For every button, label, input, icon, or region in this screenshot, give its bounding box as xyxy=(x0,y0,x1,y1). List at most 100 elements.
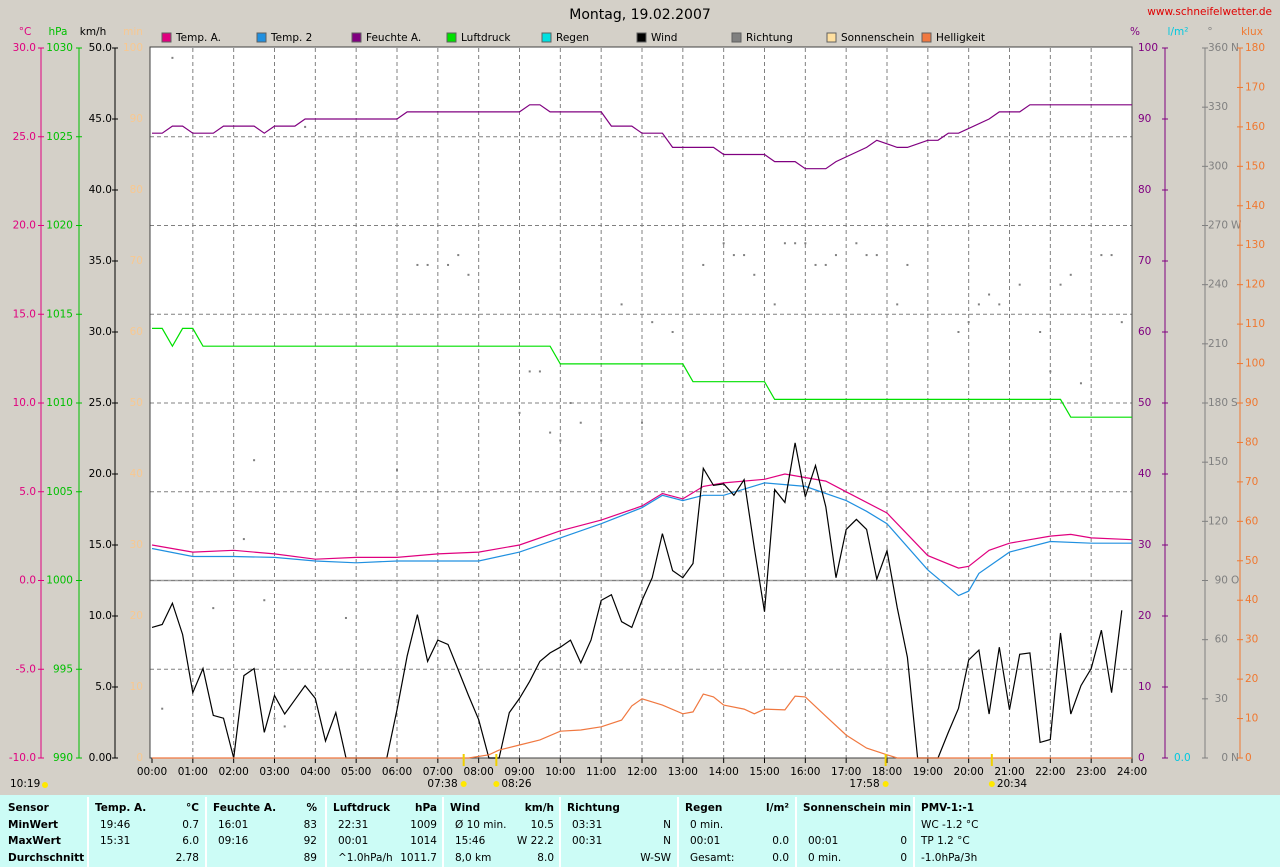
point xyxy=(977,303,980,306)
annotation-label: 20:34 xyxy=(997,778,1028,790)
compass-label: N xyxy=(1231,752,1239,764)
column-header: Feuchte A. xyxy=(213,802,276,814)
cell-text: 19:46 xyxy=(100,819,131,831)
sun-icon xyxy=(988,781,995,787)
x-tick-label: 07:00 xyxy=(423,766,453,778)
column-unit: l/m² xyxy=(766,802,789,814)
y-tick-label: 140 xyxy=(1245,200,1265,212)
y-tick-label: 170 xyxy=(1245,81,1265,93)
y-tick-label: 240 xyxy=(1208,279,1228,291)
x-tick-label: 04:00 xyxy=(300,766,330,778)
cell-value: W-SW xyxy=(640,852,671,864)
x-tick-label: 16:00 xyxy=(790,766,820,778)
y-tick-label: 90 xyxy=(1138,113,1151,125)
chart-title: Montag, 19.02.2007 xyxy=(569,7,711,23)
point xyxy=(528,370,531,373)
point xyxy=(283,725,286,728)
point xyxy=(171,56,174,59)
point xyxy=(1110,254,1113,257)
x-tick-label: 03:00 xyxy=(259,766,289,778)
x-tick-label: 22:00 xyxy=(1035,766,1065,778)
y-tick-label: 5.0 xyxy=(19,486,36,498)
point xyxy=(814,263,817,266)
y-tick-label: 0.0 xyxy=(19,575,36,587)
row-label: MinWert xyxy=(8,819,58,831)
x-tick-label: 18:00 xyxy=(872,766,902,778)
sun-icon xyxy=(460,781,467,787)
legend-label: Richtung xyxy=(746,32,793,44)
point xyxy=(732,254,735,257)
y-tick-label: 20.0 xyxy=(89,468,112,480)
cell-value: 1011.7 xyxy=(400,852,437,864)
row-label: Sensor xyxy=(8,802,50,814)
cell-text: 00:01 xyxy=(338,835,368,847)
y-tick-label: 50 xyxy=(1138,397,1151,409)
axis-title: hPa xyxy=(49,26,68,38)
cell-text: -1.0hPa/3h xyxy=(921,852,977,864)
x-tick-label: 21:00 xyxy=(994,766,1024,778)
point xyxy=(620,303,623,306)
y-tick-label: 100 xyxy=(123,42,143,54)
point xyxy=(671,331,674,333)
point xyxy=(579,421,582,424)
point xyxy=(702,263,705,266)
cell-value: 92 xyxy=(304,835,317,847)
point xyxy=(1039,331,1042,333)
y-tick-label: 5.0 xyxy=(95,681,112,693)
y-tick-label: 1025 xyxy=(46,131,73,143)
y-tick-label: 990 xyxy=(53,752,73,764)
x-tick-label: 11:00 xyxy=(586,766,616,778)
y-tick-label: 80 xyxy=(1245,436,1258,448)
point xyxy=(1049,370,1052,373)
y-tick-label: 30.0 xyxy=(89,326,112,338)
y-tick-label: 0 xyxy=(1221,752,1228,764)
y-tick-label: 1010 xyxy=(46,397,73,409)
series-line xyxy=(152,104,1132,170)
cell-text: 00:31 xyxy=(572,835,602,847)
y-tick-label: 0 xyxy=(1138,752,1145,764)
point xyxy=(273,717,276,720)
point xyxy=(743,254,746,257)
axis-title: °C xyxy=(19,26,32,38)
point xyxy=(161,707,164,710)
y-tick-label: 1000 xyxy=(46,575,73,587)
y-tick-label: 20.0 xyxy=(13,220,36,232)
cell-text: 0 min. xyxy=(808,852,841,864)
compass-label: N xyxy=(1231,42,1239,54)
y-tick-label: 1005 xyxy=(46,486,73,498)
y-tick-label: 30.0 xyxy=(13,42,36,54)
y-tick-label: 50.0 xyxy=(89,42,112,54)
point xyxy=(416,263,419,266)
axis-title: min xyxy=(123,26,143,38)
day-length: 10:19 xyxy=(10,778,40,790)
y-tick-label: 30 xyxy=(1245,634,1258,646)
cell-text: 00:01 xyxy=(808,835,838,847)
series-line xyxy=(151,473,1133,569)
legend-swatch xyxy=(826,32,837,43)
y-tick-label: 90 xyxy=(1215,575,1228,587)
y-tick-label: 120 xyxy=(1208,515,1228,527)
point xyxy=(875,254,878,257)
point xyxy=(467,273,470,276)
cell-value: 0 xyxy=(900,835,907,847)
point xyxy=(824,263,827,266)
point xyxy=(641,421,643,424)
y-tick-label: 60 xyxy=(1215,634,1228,646)
series-line xyxy=(152,693,1132,759)
cell-text: 00:01 xyxy=(690,835,720,847)
column-header: Temp. A. xyxy=(95,802,146,814)
series-line xyxy=(151,482,1132,597)
y-tick-label: 25.0 xyxy=(13,131,36,143)
y-tick-label: 210 xyxy=(1208,338,1228,350)
column-unit: °C xyxy=(186,802,199,814)
y-tick-label: 10 xyxy=(1245,713,1258,725)
y-tick-label: 330 xyxy=(1208,101,1228,113)
series-line xyxy=(151,442,1123,759)
x-tick-label: 19:00 xyxy=(913,766,943,778)
cell-value: W 22.2 xyxy=(517,835,554,847)
compass-label: S xyxy=(1231,397,1238,409)
column-header: Sonnenschein min xyxy=(803,802,911,814)
sun-icon xyxy=(42,782,48,788)
y-tick-label: 150 xyxy=(1208,456,1228,468)
y-tick-label: 40.0 xyxy=(89,184,112,196)
